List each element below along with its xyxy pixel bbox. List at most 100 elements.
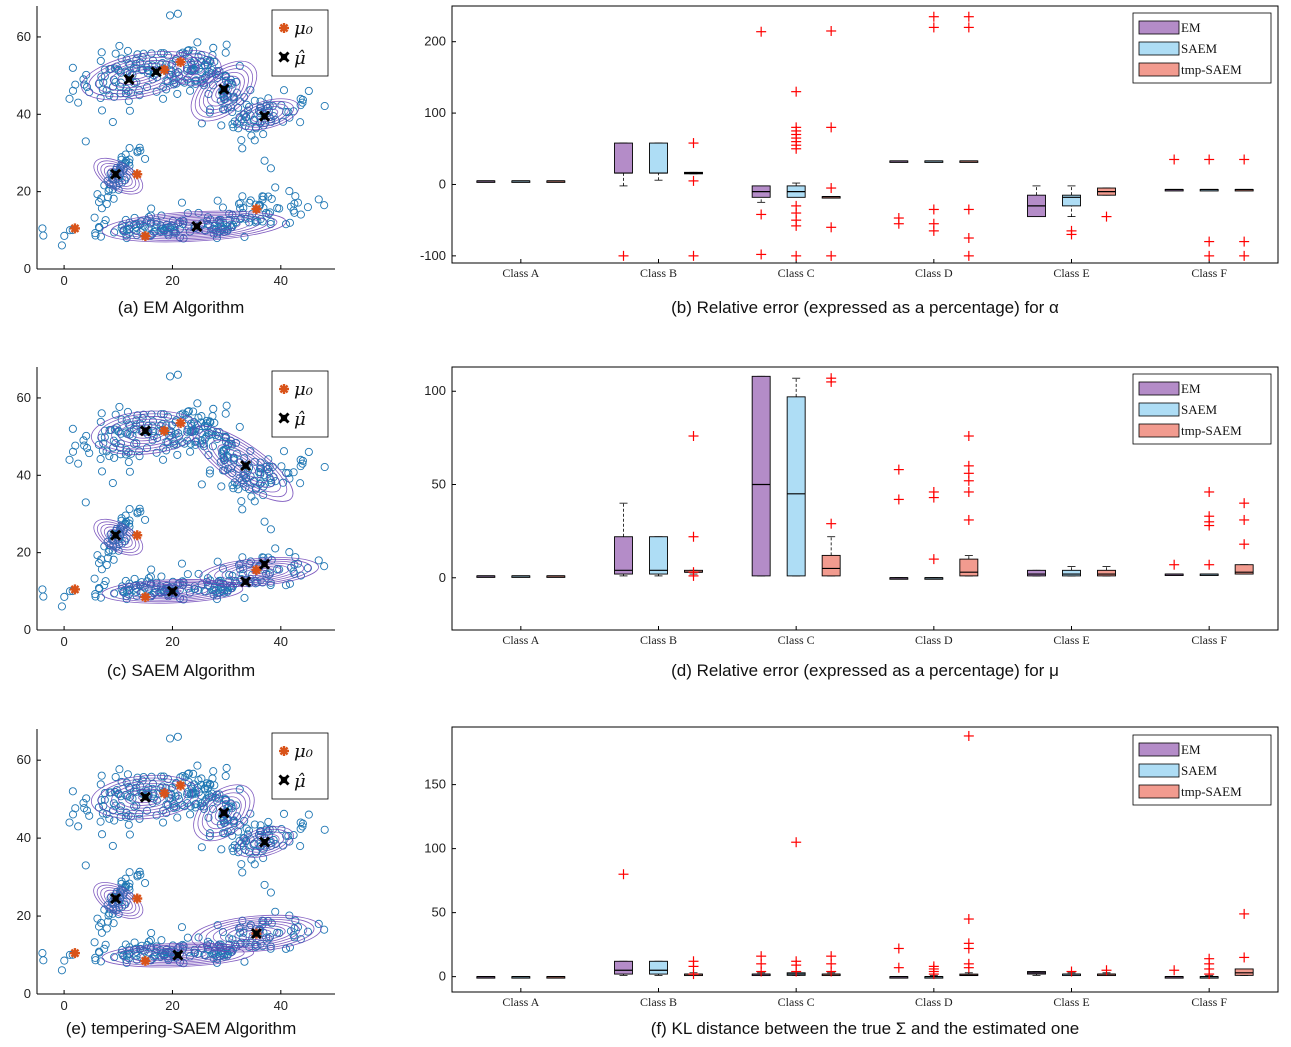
data-point: [209, 43, 218, 52]
data-point: [314, 195, 323, 204]
data-point: [39, 956, 48, 965]
data-point: [57, 241, 66, 250]
y-tick-label: 60: [17, 390, 31, 405]
data-point: [38, 949, 47, 958]
y-tick-label: 50: [432, 477, 446, 492]
data-point: [91, 956, 100, 965]
data-point: [223, 827, 232, 836]
mu0-marker: [132, 893, 143, 904]
data-point: [109, 919, 118, 928]
data-point: [200, 784, 209, 793]
muhat-marker: [172, 949, 184, 961]
data-point: [320, 825, 329, 834]
legend-swatch: [1138, 62, 1180, 77]
data-point: [136, 507, 145, 516]
mu0-marker: [159, 64, 170, 75]
data-point: [132, 425, 141, 434]
data-point: [132, 64, 141, 73]
data-point: [117, 155, 126, 164]
outlier-marker: [791, 966, 802, 977]
data-point: [264, 94, 273, 103]
data-point: [74, 822, 83, 831]
data-point: [289, 468, 298, 477]
data-point: [191, 79, 200, 88]
data-point: [197, 119, 206, 128]
data-point: [260, 880, 269, 889]
data-point: [210, 418, 219, 427]
data-point: [298, 456, 307, 465]
box-saem: [511, 180, 531, 183]
data-point: [108, 841, 117, 850]
data-point: [271, 183, 280, 192]
outlier-marker: [928, 554, 939, 565]
outlier-marker: [963, 730, 974, 741]
data-point: [229, 484, 238, 493]
box-tmp-saem: [546, 575, 566, 578]
data-point: [238, 144, 247, 153]
data-point: [159, 94, 168, 103]
boxplot-panel-1: -100 0 100 200 Class A Class B Class C Class D C…: [420, 5, 1279, 280]
y-tick-label: 20: [17, 908, 31, 923]
legend-swatch: [1138, 402, 1180, 417]
data-point: [285, 579, 294, 588]
mu0-marker: [159, 788, 170, 799]
muhat-marker: [250, 928, 262, 940]
data-point: [304, 810, 313, 819]
data-point: [109, 555, 118, 564]
data-point: [229, 456, 238, 465]
muhat-marker: [259, 836, 271, 848]
data-point: [279, 86, 289, 95]
data-point: [116, 792, 125, 801]
data-point: [237, 136, 246, 145]
data-point: [206, 780, 215, 789]
data-point: [79, 798, 88, 807]
data-point: [298, 459, 307, 468]
data-point: [229, 818, 238, 828]
y-tick-label: 40: [17, 830, 31, 845]
outlier-marker: [893, 464, 904, 475]
panel-caption: (e) tempering-SAEM Algorithm: [66, 1019, 297, 1038]
data-point: [227, 103, 236, 112]
data-point: [221, 409, 230, 418]
box-em: [751, 26, 771, 260]
data-point: [79, 75, 88, 84]
x-tick-label: 0: [60, 634, 67, 649]
data-point: [102, 924, 111, 933]
box-body: [614, 960, 633, 975]
data-point: [111, 772, 120, 782]
data-point: [213, 557, 222, 566]
data-point: [137, 789, 146, 798]
x-tick-label: 40: [274, 634, 288, 649]
legend-muhat-label: μ̂: [294, 409, 306, 430]
data-point: [101, 577, 110, 586]
y-tick-label: 60: [17, 752, 31, 767]
data-point: [240, 816, 249, 825]
category-label: Class B: [640, 995, 677, 1009]
box-em: [1164, 965, 1184, 979]
box-em: [751, 375, 771, 577]
outlier-marker: [893, 218, 904, 229]
category-label: Class C: [778, 995, 815, 1009]
box-tmp-saem: [546, 976, 566, 979]
data-point: [110, 953, 119, 962]
data-point: [222, 763, 231, 773]
y-tick-label: 0: [24, 986, 31, 1001]
data-point: [296, 101, 305, 110]
legend-mu0-label: μ₀: [294, 18, 313, 39]
mu0-marker: [140, 231, 151, 242]
data-point: [303, 927, 312, 936]
data-point: [218, 928, 227, 937]
data-point: [125, 830, 134, 839]
data-point: [183, 570, 192, 579]
y-tick-label: 0: [24, 261, 31, 276]
data-point: [186, 802, 195, 811]
muhat-marker: [240, 576, 252, 588]
data-point: [81, 498, 90, 507]
data-point: [102, 199, 111, 209]
data-point: [194, 933, 203, 942]
data-point: [39, 592, 48, 601]
data-point: [159, 455, 168, 464]
outlier-marker: [756, 249, 767, 260]
data-point: [279, 809, 289, 818]
data-point: [173, 9, 182, 18]
